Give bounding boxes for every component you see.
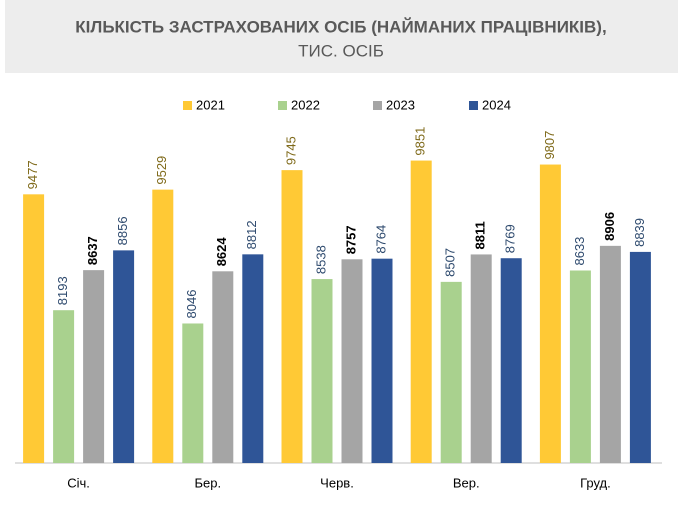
data-label: 8637	[85, 236, 100, 265]
chart-subtitle: ТИС. ОСІБ	[298, 41, 384, 60]
data-label: 8757	[343, 225, 358, 254]
bar	[539, 164, 561, 463]
x-tick-label: Бер.	[194, 475, 221, 490]
data-label: 8812	[244, 220, 259, 249]
data-label: 9477	[25, 160, 40, 189]
data-label: 8769	[503, 224, 518, 253]
data-label: 8811	[473, 221, 488, 249]
bar	[629, 251, 651, 463]
legend-label: 2022	[291, 97, 320, 112]
bar	[341, 259, 363, 463]
data-label: 8839	[632, 218, 647, 247]
data-label: 8507	[443, 248, 458, 277]
bar	[470, 254, 492, 463]
bar	[23, 194, 45, 463]
bar	[113, 250, 135, 463]
x-tick-label: Вер.	[453, 475, 480, 490]
x-tick-label: Черв.	[320, 475, 354, 490]
data-label: 9807	[542, 131, 557, 160]
legend-label: 2021	[196, 97, 225, 112]
data-label: 8764	[373, 225, 388, 254]
bar	[281, 170, 303, 464]
data-label: 8538	[313, 245, 328, 274]
x-tick-label: Груд.	[580, 475, 611, 490]
bar	[311, 279, 333, 463]
data-label: 8906	[602, 212, 617, 241]
bar	[182, 323, 204, 463]
x-tick-label: Січ.	[67, 475, 90, 490]
bar	[212, 271, 234, 463]
bar	[599, 245, 621, 463]
bar	[410, 160, 432, 463]
bar	[440, 281, 462, 463]
bar	[371, 258, 393, 463]
bar	[500, 258, 522, 463]
legend-label: 2023	[386, 97, 415, 112]
data-label: 8856	[115, 216, 130, 245]
data-label: 8046	[184, 290, 199, 319]
bar	[53, 310, 75, 463]
data-label: 8624	[214, 237, 229, 267]
legend-swatch	[183, 101, 192, 110]
data-label: 8193	[55, 276, 70, 305]
bar	[83, 270, 105, 463]
legend-label: 2024	[482, 97, 511, 112]
data-label: 9529	[154, 156, 169, 185]
title-box	[5, 0, 678, 73]
bar	[569, 270, 591, 463]
legend-swatch	[373, 101, 382, 110]
legend-swatch	[278, 101, 287, 110]
bar	[152, 189, 174, 463]
bar	[242, 254, 264, 463]
data-label: 9851	[413, 127, 428, 156]
chart-title: КІЛЬКІСТЬ ЗАСТРАХОВАНИХ ОСІБ (НАЙМАНИХ П…	[75, 17, 606, 36]
data-label: 9745	[283, 136, 298, 165]
data-label: 8633	[572, 237, 587, 266]
legend-swatch	[469, 101, 478, 110]
